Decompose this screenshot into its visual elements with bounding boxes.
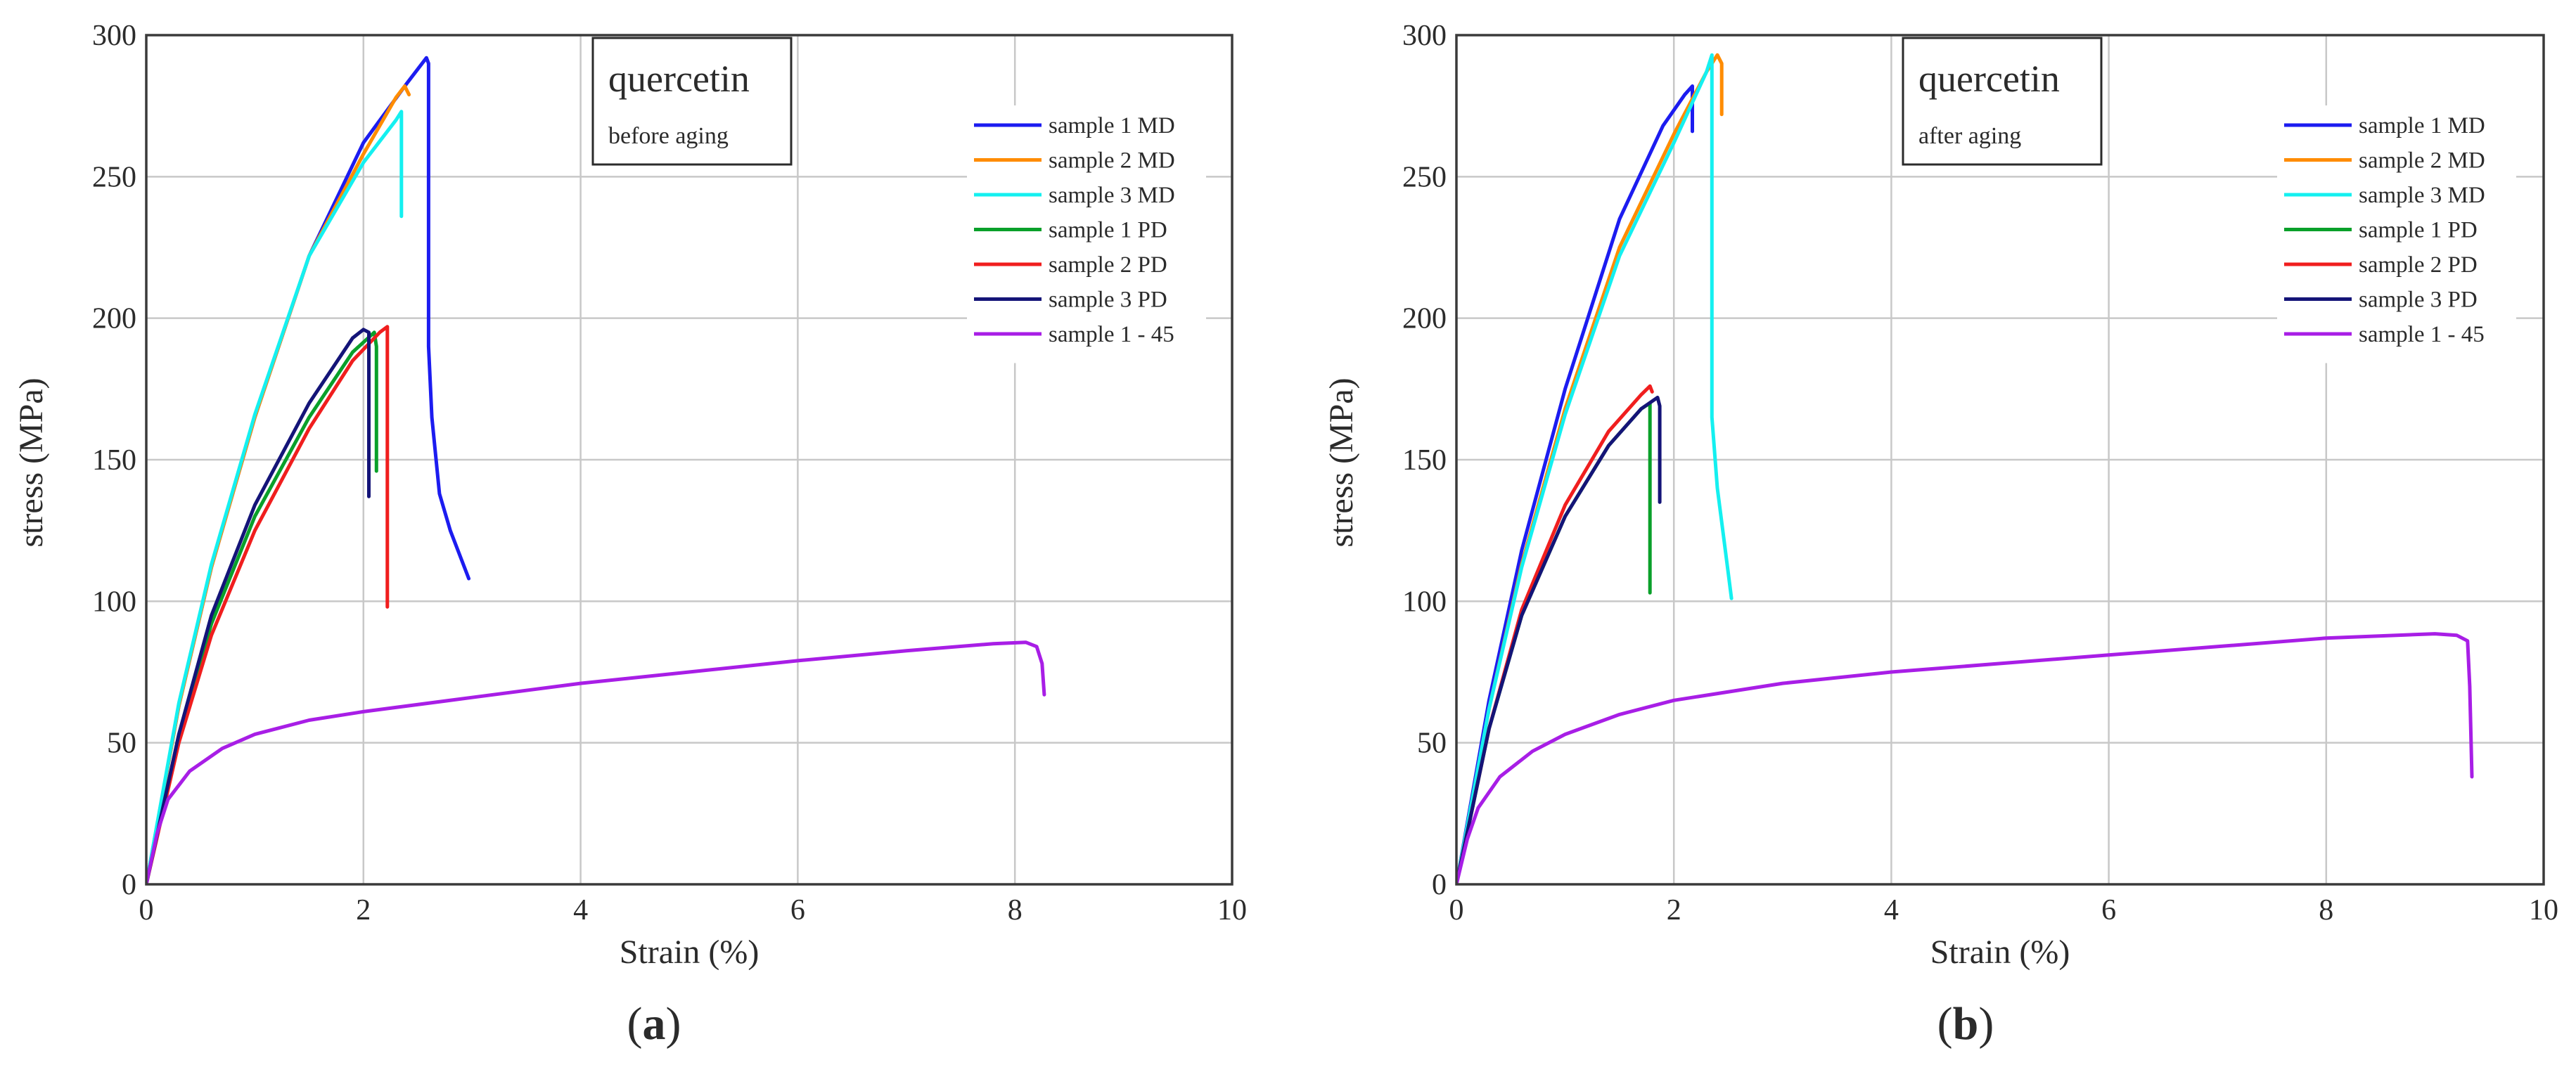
- panel-label-letter: b: [1953, 998, 1979, 1050]
- y-tick-label: 300: [1402, 20, 1447, 52]
- panel-label-letter: a: [643, 998, 666, 1050]
- panel-label-close-paren: ): [666, 998, 681, 1050]
- panel-label-open-paren: (: [1937, 998, 1953, 1050]
- panel-label-open-paren: (: [627, 998, 643, 1050]
- y-axis-label: stress (MPa): [13, 377, 50, 547]
- annotation-subtitle: before aging: [608, 123, 729, 149]
- x-tick-label: 2: [1667, 894, 1681, 926]
- annotation-box: [1902, 37, 2103, 166]
- series-line-sample-3-pd: [146, 328, 371, 884]
- legend-label: sample 1 MD: [2359, 113, 2485, 138]
- x-tick-label: 8: [2319, 894, 2333, 926]
- y-tick-label: 0: [122, 869, 136, 901]
- annotation-subtitle: after aging: [1918, 123, 2021, 149]
- y-tick-label: 300: [92, 20, 136, 52]
- series-line-sample-1-45: [146, 640, 1046, 884]
- y-tick-label: 0: [1432, 869, 1447, 901]
- series-line-sample-1-45: [1456, 632, 2474, 884]
- x-axis-label: Strain (%): [620, 934, 760, 971]
- legend-background: [2277, 105, 2516, 363]
- plot-frame: [145, 34, 1233, 886]
- x-tick-label: 2: [356, 894, 371, 926]
- y-tick-label: 50: [1417, 728, 1447, 760]
- legend-label: sample 3 PD: [2359, 288, 2478, 313]
- legend-label: sample 2 PD: [1049, 252, 1167, 278]
- y-tick-label: 200: [92, 303, 136, 335]
- y-tick-label: 200: [1402, 303, 1447, 335]
- y-axis-label: stress (MPa): [1323, 377, 1360, 547]
- y-tick-label: 150: [92, 444, 136, 477]
- legend-label: sample 1 PD: [1049, 218, 1167, 243]
- series-line-sample-3-md: [146, 110, 404, 884]
- y-tick-label: 100: [1402, 586, 1447, 618]
- legend-label: sample 1 - 45: [2359, 322, 2485, 347]
- legend-label: sample 3 MD: [1049, 183, 1175, 208]
- plot-frame: [1455, 34, 2545, 886]
- legend-label: sample 3 PD: [1049, 288, 1167, 313]
- x-tick-label: 10: [1217, 894, 1247, 926]
- y-tick-label: 50: [107, 728, 136, 760]
- x-tick-label: 10: [2529, 894, 2558, 926]
- annotation-title: quercetin: [608, 58, 750, 100]
- y-tick-label: 250: [1402, 161, 1447, 193]
- x-tick-label: 0: [139, 894, 154, 926]
- legend-label: sample 2 MD: [1049, 148, 1175, 174]
- legend-label: sample 2 MD: [2359, 148, 2485, 174]
- legend-label: sample 1 MD: [1049, 113, 1175, 138]
- y-tick-label: 250: [92, 161, 136, 193]
- annotation-title: quercetin: [1918, 58, 2060, 100]
- panel-label: (b): [1937, 998, 1994, 1050]
- series-line-sample-3-pd: [1456, 395, 1662, 884]
- legend-label: sample 2 PD: [2359, 252, 2478, 278]
- legend-label: sample 1 - 45: [1049, 322, 1174, 347]
- legend-label: sample 3 MD: [2359, 183, 2485, 208]
- y-tick-label: 100: [92, 586, 136, 618]
- series-line-sample-2-pd: [146, 325, 390, 884]
- x-tick-label: 8: [1008, 894, 1023, 926]
- legend-background: [967, 105, 1206, 363]
- x-tick-label: 6: [790, 894, 805, 926]
- series-line-sample-1-md: [1456, 84, 1694, 884]
- x-tick-label: 6: [2101, 894, 2116, 926]
- legend-label: sample 1 PD: [2359, 218, 2478, 243]
- x-tick-label: 4: [1884, 894, 1899, 926]
- panel-label-close-paren: ): [1978, 998, 1994, 1050]
- x-tick-label: 0: [1449, 894, 1464, 926]
- panel-label: (a): [627, 998, 681, 1050]
- annotation-box: [591, 37, 793, 166]
- x-axis-label: Strain (%): [1930, 934, 2070, 971]
- series-line-sample-3-md: [1456, 53, 1734, 884]
- y-tick-label: 150: [1402, 444, 1447, 477]
- x-tick-label: 4: [573, 894, 588, 926]
